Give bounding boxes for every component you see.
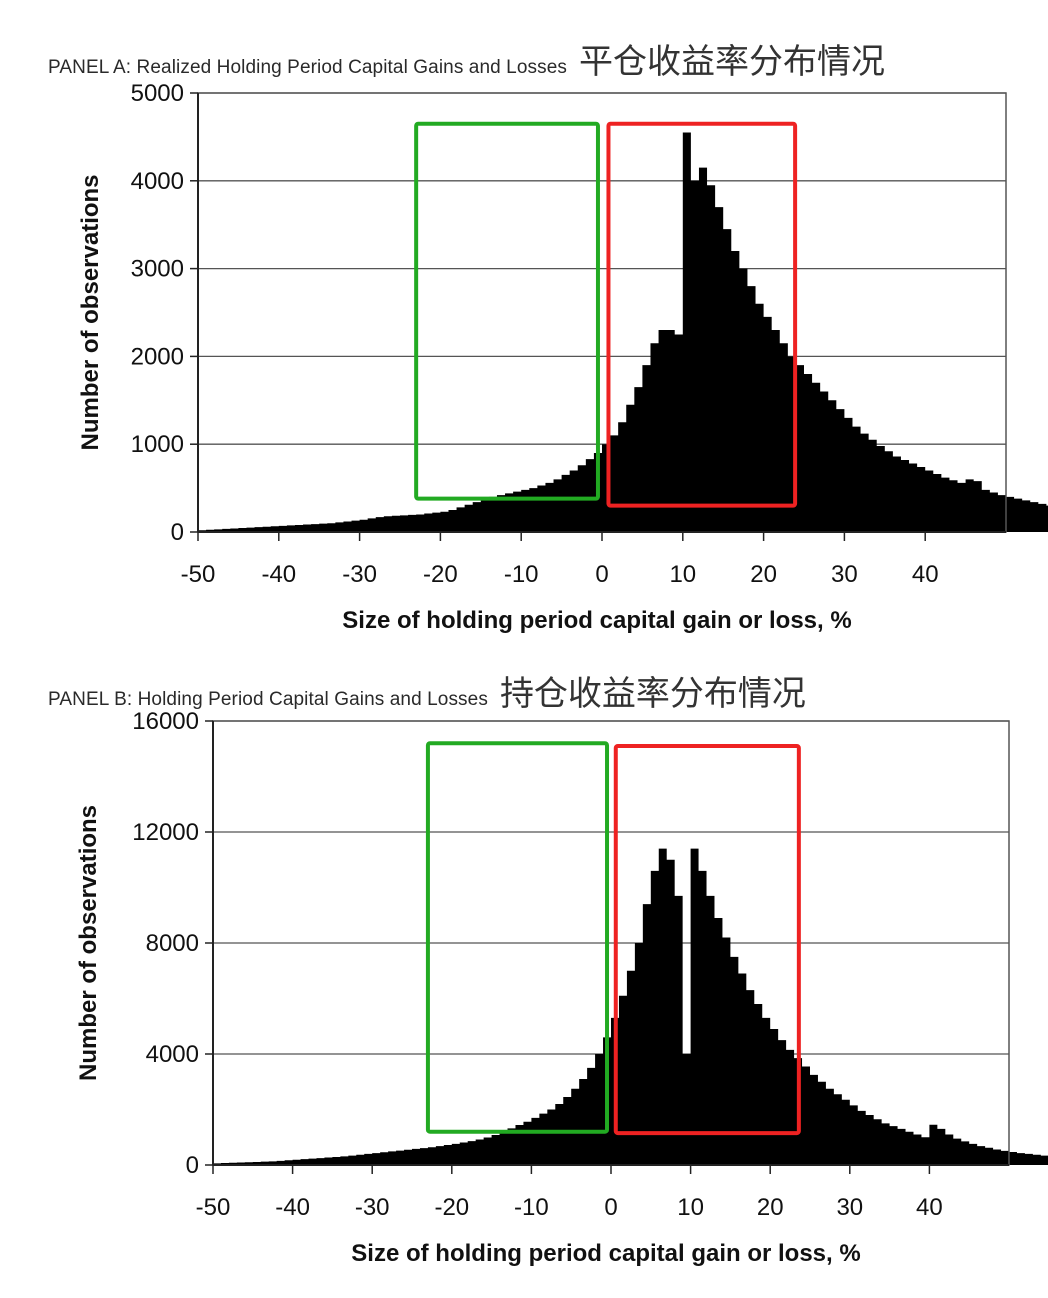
panel-b-y-tick-label: 12000 xyxy=(132,819,199,846)
panel-a-x-axis-title: Size of holding period capital gain or l… xyxy=(342,607,851,634)
panel-a-x-tick-label: 20 xyxy=(750,561,777,588)
panel-b-x-tick-label: -20 xyxy=(434,1194,469,1221)
panel-a-y-tick-label: 5000 xyxy=(131,80,184,107)
panel-b-x-tick-label: 10 xyxy=(677,1194,704,1221)
panel-b-x-tick-label: -40 xyxy=(275,1194,310,1221)
panel-a-histogram-bars xyxy=(198,132,1048,532)
panel-a-x-tick-label: -40 xyxy=(261,561,296,588)
panel-a-title-row: PANEL A: Realized Holding Period Capital… xyxy=(48,34,885,83)
panel-a-title: PANEL A: Realized Holding Period Capital… xyxy=(48,57,567,78)
panel-b-x-axis-title: Size of holding period capital gain or l… xyxy=(351,1240,860,1267)
panel-a-x-tick-label: 30 xyxy=(831,561,858,588)
panel-b-title-annotation: 持仓收益率分布情况 xyxy=(499,674,806,714)
panel-a-x-tick-label: -20 xyxy=(423,561,458,588)
panel-b-histogram: 0 4000 8000 12000 16000 -50 -40 -30 -20 -10 0 10 20 3… xyxy=(75,708,1048,1267)
panel-b-x-tick-label: -50 xyxy=(196,1194,231,1221)
panel-b-x-tick-label: -10 xyxy=(514,1194,549,1221)
panel-a-x-tick-label: -30 xyxy=(342,561,377,588)
panel-b-x-tick-label: 20 xyxy=(757,1194,784,1221)
panel-a-y-tick-label: 0 xyxy=(171,519,184,546)
panel-a-x-tick-label: 40 xyxy=(912,561,939,588)
panel-b-y-tick-label: 16000 xyxy=(132,708,199,735)
panel-a-x-tick-label: -10 xyxy=(504,561,539,588)
panel-a-x-tick-label: 10 xyxy=(669,561,696,588)
panel-a-y-tick-label: 3000 xyxy=(131,256,184,283)
panel-b-x-tick-label: 30 xyxy=(836,1194,863,1221)
panel-b-title-row: PANEL B: Holding Period Capital Gains an… xyxy=(48,666,806,715)
panel-a-histogram: 0 1000 2000 3000 4000 5000 -50 -40 -30 -20 -10 0 10 2… xyxy=(77,80,1048,634)
panel-b-y-tick-label: 4000 xyxy=(146,1041,199,1068)
panel-b-histogram-bars xyxy=(213,848,1048,1165)
panel-a-y-tick-label: 2000 xyxy=(131,343,184,370)
panel-b-title: PANEL B: Holding Period Capital Gains an… xyxy=(48,689,488,710)
panel-a-y-tick-label: 4000 xyxy=(131,168,184,195)
panel-b-y-tick-label: 0 xyxy=(186,1152,199,1179)
panel-b-y-axis-title: Number of observations xyxy=(75,805,102,1081)
panel-a-red-highlight-box xyxy=(606,121,798,508)
panel-b-x-tick-label: 40 xyxy=(916,1194,943,1221)
panel-a-y-axis-title: Number of observations xyxy=(77,174,104,450)
panel-a-title-annotation: 平仓收益率分布情况 xyxy=(579,42,885,82)
panel-a-x-tick-label: 0 xyxy=(595,561,608,588)
panel-b-x-tick-label: -30 xyxy=(355,1194,390,1221)
panel-b-green-highlight-box xyxy=(425,741,610,1134)
panel-a: PANEL A: Realized Holding Period Capital… xyxy=(0,0,1048,640)
panel-b-y-tick-label: 8000 xyxy=(146,930,199,957)
panel-a-x-tick-label: -50 xyxy=(181,561,216,588)
panel-b-red-highlight-box xyxy=(613,743,801,1136)
panel-b: PANEL B: Holding Period Capital Gains an… xyxy=(0,640,1048,1298)
panel-a-y-tick-label: 1000 xyxy=(131,431,184,458)
panel-a-green-highlight-box xyxy=(414,121,600,501)
panel-b-x-tick-label: 0 xyxy=(604,1194,617,1221)
